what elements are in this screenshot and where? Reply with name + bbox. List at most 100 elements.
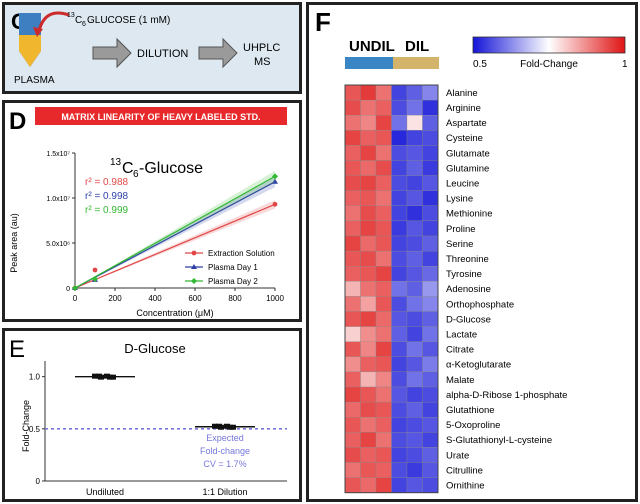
row-label: Threonine	[446, 254, 489, 265]
heatmap-cell	[406, 356, 423, 373]
heatmap-cell	[375, 477, 392, 493]
heatmap-cell	[406, 115, 423, 131]
heatmap-cell	[344, 401, 361, 418]
heatmap-cell	[360, 205, 377, 222]
heatmap-cell	[422, 432, 439, 448]
heatmap-cell	[344, 296, 361, 312]
legend-label: Extraction Solution	[208, 249, 275, 258]
heatmap-cell	[360, 235, 377, 252]
data-point	[272, 173, 278, 180]
heatmap-cell	[344, 175, 361, 191]
linearity-chart: D MATRIX LINEARITY OF HEAVY LABELED STD.…	[9, 107, 287, 318]
fit-line	[74, 203, 276, 289]
heatmap-cell	[344, 145, 361, 161]
y-tick-label: 1.0	[29, 373, 41, 382]
heatmap-cell	[391, 341, 408, 357]
heatmap-cell	[406, 401, 423, 418]
heatmap-cell	[422, 311, 439, 327]
y-tick-label: 1.0x10⁷	[46, 196, 70, 203]
legend-marker	[191, 264, 197, 269]
heatmap-cell	[344, 386, 361, 403]
row-label: Proline	[446, 224, 476, 235]
row-label: Malate	[446, 375, 475, 386]
r-squared-label: r² = 0.988	[85, 177, 129, 188]
heatmap-cell	[344, 447, 361, 463]
heatmap-cell	[344, 432, 361, 448]
heatmap-cell	[391, 447, 408, 463]
row-label: Leucine	[446, 178, 479, 189]
heatmap-cell	[391, 386, 408, 403]
heatmap-cell	[344, 356, 361, 373]
heatmap-cell	[391, 432, 408, 448]
heatmap-cell	[422, 401, 439, 418]
heatmap-cell	[391, 190, 408, 206]
data-point	[72, 285, 78, 291]
flow-arrow-icon	[198, 37, 238, 69]
heatmap-cell	[391, 145, 408, 161]
y-tick-label: 0	[36, 477, 41, 486]
heatmap-cell	[375, 266, 392, 282]
heatmap-cell	[375, 462, 392, 478]
heatmap-cell	[344, 341, 361, 357]
dil-group-bar	[393, 57, 439, 69]
heatmap-cell	[422, 130, 439, 146]
heatmap-cell	[375, 235, 392, 252]
panel-letter-f: F	[315, 7, 331, 37]
legend-marker	[191, 278, 197, 284]
heatmap-cell	[375, 205, 392, 222]
annotation-line: CV = 1.7%	[203, 459, 246, 469]
heatmap-cell	[406, 447, 423, 463]
chart-title-sup: 13	[110, 157, 122, 168]
y-tick-label: 0	[66, 286, 70, 293]
heatmap-cell	[391, 356, 408, 373]
heatmap-cell	[375, 417, 392, 433]
heatmap-cell	[422, 205, 439, 222]
heatmap-cell	[391, 160, 408, 176]
heatmap-cell	[344, 84, 361, 101]
heatmap-cell	[406, 371, 423, 388]
step-dilution: DILUTION	[137, 48, 188, 60]
row-label: α-Ketoglutarate	[446, 360, 511, 371]
heatmap-cell	[344, 326, 361, 342]
heatmap-cell	[406, 296, 423, 312]
heatmap-cell	[391, 220, 408, 237]
data-point	[92, 267, 98, 273]
heatmap-cell	[391, 99, 408, 116]
replicate-point	[216, 423, 222, 429]
heatmap-cell	[375, 386, 392, 403]
heatmap-cell	[406, 417, 423, 433]
heatmap-cell	[375, 401, 392, 418]
heatmap-cell	[391, 84, 408, 101]
heatmap-cell	[422, 190, 439, 206]
heatmap-cell	[391, 417, 408, 433]
replicate-point	[227, 424, 233, 430]
heatmap-cell	[375, 356, 392, 373]
heatmap-border	[344, 84, 439, 494]
heatmap-cell	[375, 160, 392, 176]
heatmap-cell	[360, 84, 377, 101]
heatmap-cell	[422, 326, 439, 342]
row-label: Lactate	[446, 329, 477, 340]
heatmap-cell	[375, 341, 392, 357]
x-tick-label: 400	[148, 294, 162, 303]
panel-letter-d: D	[9, 108, 26, 135]
heatmap-cell	[422, 281, 439, 297]
heatmap-cell	[360, 356, 377, 373]
heatmap-cell	[391, 326, 408, 342]
heatmap-cell	[406, 250, 423, 267]
heatmap-cell	[406, 190, 423, 206]
row-label: Aspartate	[446, 118, 487, 129]
heatmap-cell	[391, 311, 408, 327]
pipette-arrowhead-icon	[33, 27, 43, 37]
heatmap-cell	[406, 462, 423, 478]
chart-title-c: C	[122, 160, 134, 177]
workflow-diagram: C PLASMA 13 C 6 GLUCOSE (1 mM) DILUTION …	[11, 9, 280, 86]
heatmap-cell	[406, 432, 423, 448]
heatmap-cell	[406, 84, 423, 101]
heatmap-cell	[422, 99, 439, 116]
heatmap: F UNDIL DIL 0.5 Fold-Change 1 Alanine Arg…	[315, 7, 628, 494]
heatmap-cell	[391, 235, 408, 252]
colorbar	[472, 36, 626, 54]
heatmap-cell	[375, 145, 392, 161]
row-label: 5-Oxoproline	[446, 420, 500, 431]
